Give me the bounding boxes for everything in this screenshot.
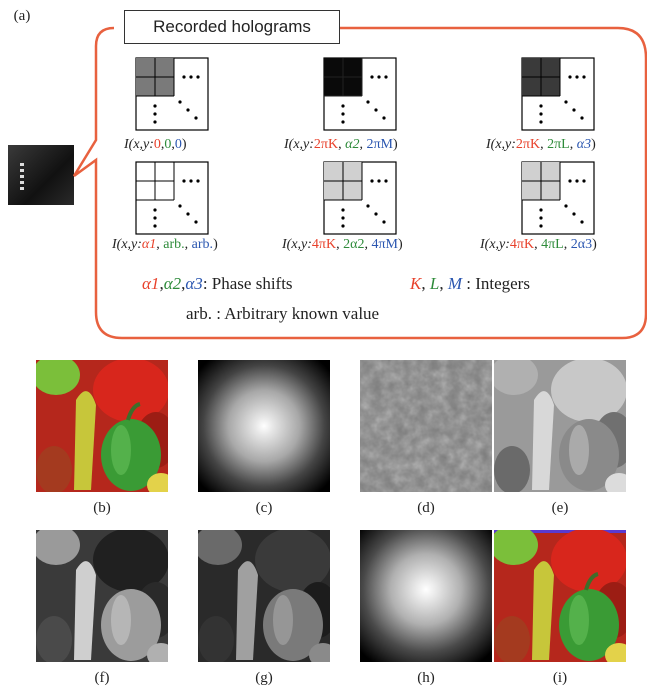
panel-label-d: (d) — [417, 500, 435, 516]
legend-phase-shifts: α1,α2,α3: Phase shifts — [142, 274, 293, 293]
image-b-color-peppers — [36, 360, 168, 492]
legend-integers: K, L, M : Integers — [410, 274, 530, 293]
matrix-2 — [323, 57, 397, 131]
panel-label-i: (i) — [552, 670, 568, 686]
formula-2: I(x,y:2πK, α2, 2πM) — [284, 137, 398, 152]
matrix-5 — [323, 161, 397, 235]
image-i-color-peppers — [494, 530, 626, 662]
panel-label-c: (c) — [255, 500, 273, 516]
formula-4: I(x,y:α1, arb., arb.) — [112, 237, 218, 252]
formula-5: I(x,y:4πK, 2α2, 4πM) — [282, 237, 403, 252]
panel-label-e: (e) — [551, 500, 569, 516]
image-f-grayscale-peppers — [36, 530, 168, 662]
matrix-1 — [135, 57, 209, 131]
image-d-noise-pattern — [360, 360, 492, 492]
panel-label-b: (b) — [93, 500, 111, 516]
image-sensor-icon — [8, 145, 74, 205]
image-g-grayscale-peppers — [198, 530, 330, 662]
matrix-4 — [135, 161, 209, 235]
legend-arbitrary: arb. : Arbitrary known value — [186, 304, 380, 323]
formula-6: I(x,y:4πK, 4πL, 2α3) — [480, 237, 597, 252]
image-h-gaussian-intensity — [360, 530, 492, 662]
panel-label-h: (h) — [417, 670, 435, 686]
image-e-grayscale-peppers — [494, 360, 626, 492]
panel-label-g: (g) — [255, 670, 273, 686]
holograms-title: Recorded holograms — [124, 10, 340, 44]
formula-3: I(x,y:2πK, 2πL, α3) — [486, 137, 596, 152]
formula-1: I(x,y:0,0,0) — [124, 137, 187, 152]
hologram-matrices — [135, 57, 595, 235]
matrix-3 — [521, 57, 595, 131]
matrix-6 — [521, 161, 595, 235]
callout-frame — [72, 26, 647, 340]
panel-label-f: (f) — [94, 670, 110, 686]
panel-label-a: (a) — [13, 8, 31, 24]
image-c-gaussian-intensity — [198, 360, 330, 492]
